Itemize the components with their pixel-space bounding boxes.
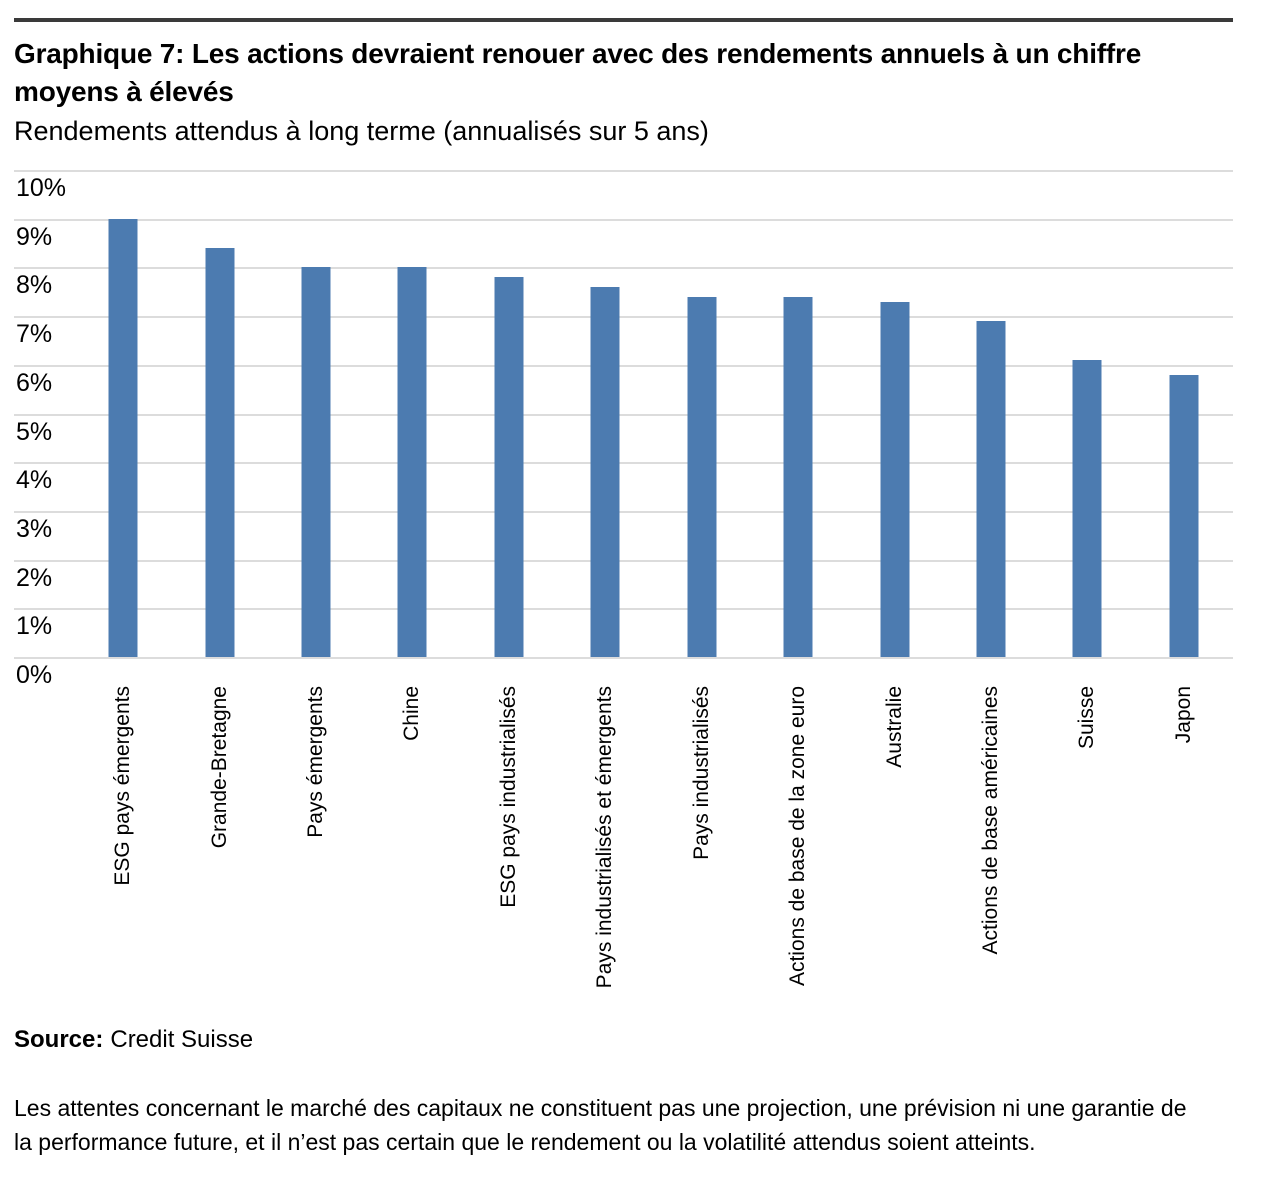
bar-column: [364, 170, 460, 657]
x-category-label: Pays émergents: [304, 686, 328, 838]
bar: [1169, 374, 1199, 657]
bar-column: [943, 170, 1039, 657]
bar: [1072, 359, 1102, 657]
y-tick-label: 8%: [16, 271, 53, 300]
x-label-cell: Pays industrialisés et émergents: [557, 686, 653, 1001]
bar: [590, 286, 620, 657]
x-label-cell: Pays industrialisés: [654, 686, 750, 1001]
source-text: Credit Suisse: [110, 1026, 254, 1053]
bar-column: [654, 170, 750, 657]
bar-column: [268, 170, 364, 657]
gridline: [14, 170, 1233, 172]
bar: [397, 267, 427, 657]
y-tick-label: 2%: [16, 563, 53, 592]
bar-band: [75, 170, 1232, 657]
bar: [687, 296, 717, 657]
gridline: [14, 218, 1233, 221]
gridline: [14, 559, 1233, 562]
x-label-cell: ESG pays émergents: [75, 686, 171, 1001]
x-axis-labels: ESG pays émergents Grande-Bretagne Pays ém…: [75, 686, 1232, 1001]
gridline: [14, 608, 1233, 611]
bar-column: [846, 170, 942, 657]
y-tick-label: 10%: [16, 174, 67, 202]
x-category-label: Pays industrialisés: [689, 686, 713, 860]
x-label-cell: Actions de base américaines: [943, 686, 1039, 1001]
bar: [108, 218, 138, 657]
x-category-label: Actions de base américaines: [979, 686, 1002, 955]
gridline: [14, 462, 1233, 465]
bar-column: [461, 170, 557, 657]
gridline: [14, 413, 1233, 416]
x-label-cell: Australie: [846, 686, 942, 1001]
y-tick-label: 6%: [16, 368, 53, 397]
bar: [205, 247, 235, 657]
bar: [301, 267, 331, 657]
gridline: [14, 657, 1233, 659]
bar-column: [75, 170, 171, 657]
x-label-cell: Chine: [364, 686, 460, 1001]
x-category-label: Japon: [1171, 686, 1195, 744]
x-label-cell: Japon: [1136, 686, 1232, 1001]
x-category-label: Pays industrialisés et émergents: [593, 686, 617, 989]
bar-column: [1136, 170, 1232, 657]
y-tick-label: 9%: [16, 222, 53, 251]
x-label-cell: ESG pays industrialisés: [461, 686, 557, 1001]
y-tick-label: 0%: [16, 661, 53, 689]
bar-column: [171, 170, 267, 657]
gridline: [14, 267, 1233, 270]
bar: [494, 277, 524, 657]
y-tick-label: 3%: [16, 514, 53, 543]
x-category-label: Grande-Bretagne: [207, 686, 231, 849]
x-category-label: ESG pays industrialisés: [496, 686, 520, 908]
x-label-cell: Pays émergents: [268, 686, 364, 1001]
bar-column: [1039, 170, 1135, 657]
chart-subtitle: Rendements attendus à long terme (annual…: [14, 116, 709, 146]
bar-column: [557, 170, 653, 657]
bar: [976, 320, 1006, 657]
x-category-label: Chine: [400, 686, 424, 741]
x-label-cell: Grande-Bretagne: [171, 686, 267, 1001]
x-category-label: Actions de base de la zone euro: [786, 686, 810, 987]
gridline: [14, 364, 1233, 367]
gridline: [14, 510, 1233, 513]
gridline: [14, 316, 1233, 319]
source-line: Source: Credit Suisse: [14, 1025, 1233, 1055]
y-tick-label: 5%: [16, 417, 53, 446]
bar: [783, 296, 813, 657]
x-category-label: Suisse: [1075, 686, 1099, 750]
y-tick-label: 7%: [16, 320, 53, 349]
chart-title: Graphique 7: Les actions devraient renou…: [14, 38, 1142, 107]
bar: [880, 301, 910, 657]
x-label-cell: Suisse: [1039, 686, 1135, 1001]
x-category-label: ESG pays émergents: [111, 686, 135, 886]
plot-area: 10% 9% 8% 7% 6% 5% 4% 3% 2% 1% 0%: [14, 170, 1233, 688]
y-tick-label: 4%: [16, 466, 53, 495]
x-category-label: Australie: [882, 686, 906, 768]
disclaimer-text: Les attentes concernant le marché des ca…: [14, 1095, 1187, 1155]
top-rule: [14, 18, 1233, 22]
y-tick-label: 1%: [16, 612, 53, 641]
source-label: Source:: [14, 1026, 104, 1053]
bar-column: [750, 170, 846, 657]
x-label-cell: Actions de base de la zone euro: [750, 686, 846, 1001]
